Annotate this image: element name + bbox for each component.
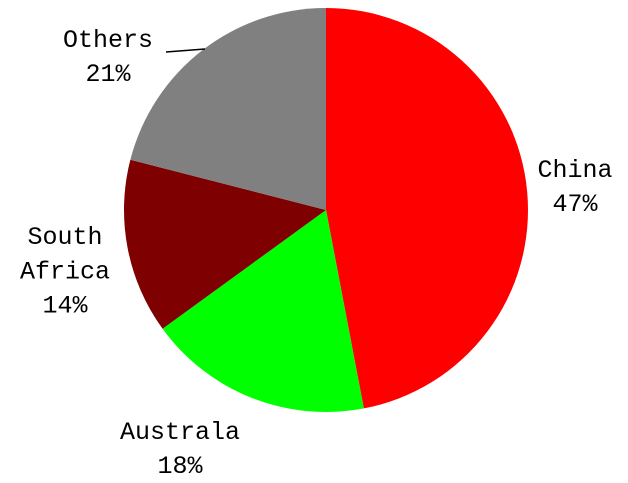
- pie-slice: [162, 210, 364, 412]
- slice-label: China: [537, 156, 612, 185]
- pie-slice: [326, 8, 528, 409]
- slice-value-label: 14%: [42, 292, 88, 321]
- slice-value-label: 21%: [85, 60, 131, 89]
- slice-value-label: 18%: [157, 452, 203, 478]
- slice-label: Australa: [120, 418, 240, 447]
- slice-label: Others: [63, 26, 153, 55]
- slice-value-label: 47%: [552, 190, 598, 219]
- pie-slice: [124, 159, 327, 329]
- slice-label: South Africa: [20, 223, 110, 287]
- leader-line: [165, 48, 206, 53]
- pie-slice: [130, 8, 326, 210]
